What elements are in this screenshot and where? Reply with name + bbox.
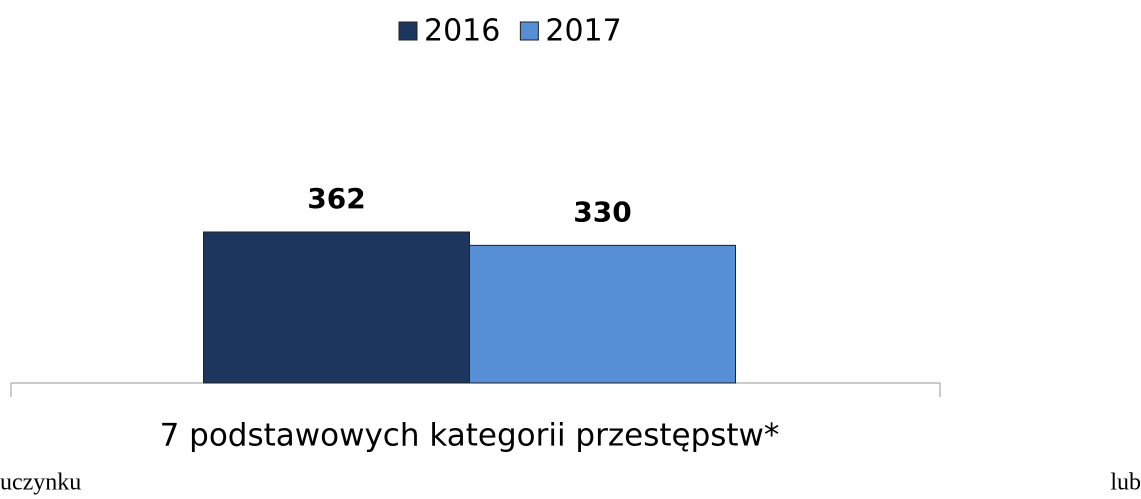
data-label: 330: [573, 195, 631, 228]
text-fragment: lub: [1110, 470, 1141, 496]
legend-label: 2016: [424, 14, 500, 49]
bar: [203, 231, 470, 384]
legend-swatch: [519, 21, 539, 41]
text-fragment: uczynku: [0, 470, 81, 496]
legend-label: 2017: [545, 14, 621, 49]
bar: [469, 244, 736, 384]
x-tick-label: 7 podstawowych kategorii przestępstw*: [160, 418, 780, 454]
legend-swatch: [398, 21, 418, 41]
data-label: 362: [307, 182, 365, 215]
